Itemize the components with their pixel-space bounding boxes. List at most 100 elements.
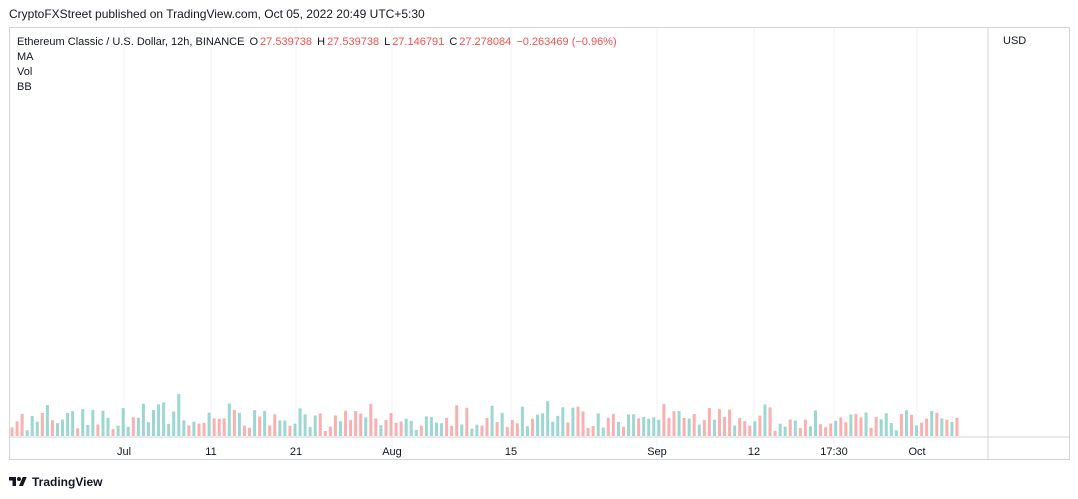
close-value: 27.278084 [459, 36, 512, 48]
volume-bar [354, 411, 358, 436]
volume-bar [667, 417, 671, 436]
time-tick-label: Jul [117, 446, 131, 458]
volume-bar [96, 424, 100, 436]
time-tick-label: Aug [382, 446, 402, 458]
volume-bar [389, 413, 393, 436]
volume-bar [318, 413, 322, 436]
time-tick-label: 17:30 [820, 446, 848, 458]
volume-bar [778, 423, 782, 436]
volume-bar [485, 417, 489, 436]
volume-bar [677, 411, 681, 436]
volume-bar [824, 427, 828, 436]
volume-bar [945, 419, 949, 436]
indicator-vol[interactable]: Vol [17, 66, 33, 78]
volume-bar [106, 417, 110, 436]
symbol-title[interactable]: Ethereum Classic / U.S. Dollar, 12h, BIN… [17, 36, 245, 48]
volume-bar [55, 423, 59, 436]
volume-bar [303, 414, 307, 436]
volume-bar [611, 413, 615, 436]
volume-bar [298, 408, 302, 436]
volume-bar [743, 421, 747, 436]
publisher-line: CryptoFXStreet published on TradingView.… [9, 7, 425, 21]
chart-frame[interactable] [9, 27, 1070, 460]
volume-bar [344, 410, 348, 436]
volume-bar [753, 421, 757, 436]
volume-bar [692, 413, 696, 436]
volume-bar [515, 423, 519, 436]
indicator-ma[interactable]: MA [17, 51, 34, 63]
volume-bar [222, 418, 226, 436]
volume-bar [682, 418, 686, 436]
volume-bar [864, 412, 868, 436]
volume-bar [490, 405, 494, 436]
volume-bar [116, 425, 120, 436]
volume-bar [157, 404, 161, 436]
time-tick-label: Oct [908, 446, 925, 458]
volume-bar [758, 415, 762, 436]
open-key: O [249, 36, 259, 48]
volume-bar [915, 425, 919, 436]
volume-bar [748, 425, 752, 436]
volume-bar [86, 424, 90, 436]
volume-bar [399, 421, 403, 436]
volume-bar [844, 422, 848, 436]
volume-bar [328, 426, 332, 436]
volume-bar [803, 419, 807, 436]
volume-bar [258, 416, 262, 436]
close-key: C [449, 36, 458, 48]
volume-bar [647, 418, 651, 436]
volume-bar [45, 405, 49, 436]
volume-bar [288, 425, 292, 436]
volume-bar [30, 415, 34, 436]
volume-bar [359, 413, 363, 436]
volume-bar [717, 409, 721, 436]
volume-bar [591, 426, 595, 436]
volume-bar [571, 407, 575, 436]
volume-bar [25, 430, 29, 436]
volume-bar [323, 431, 327, 436]
volume-bar [172, 411, 176, 436]
volume-bar [728, 409, 732, 436]
volume-bar [662, 403, 666, 436]
volume-bar [414, 429, 418, 436]
volume-bar [445, 417, 449, 436]
publisher-bar: CryptoFXStreet published on TradingView.… [0, 0, 1078, 26]
volume-bar [834, 420, 838, 436]
volume-bar [131, 417, 135, 436]
volume-bar [687, 418, 691, 436]
volume-bar [207, 412, 211, 436]
tradingview-branding[interactable]: TradingView [9, 473, 102, 491]
volume-bar [561, 407, 565, 436]
volume-bar [510, 419, 514, 436]
volume-bar [424, 416, 428, 436]
volume-bar [455, 405, 459, 436]
volume-bar [126, 426, 130, 436]
volume-bar [596, 413, 600, 436]
volume-bar [151, 409, 155, 436]
volume-bar [167, 423, 171, 436]
volume-bar [394, 422, 398, 436]
volume-bar [536, 414, 540, 436]
volume-bar [859, 417, 863, 436]
volume-bar [768, 407, 772, 436]
volume-bar [637, 418, 641, 436]
volume-bar [798, 428, 802, 436]
currency-label[interactable]: USD [1003, 35, 1027, 47]
volume-bar [450, 425, 454, 436]
volume-bar [894, 430, 898, 436]
volume-bar [884, 413, 888, 436]
volume-bar [920, 422, 924, 436]
volume-bar [253, 410, 257, 436]
low-key: L [384, 36, 391, 48]
indicator-bb[interactable]: BB [17, 81, 32, 93]
volume-bar [531, 418, 535, 436]
volume-bar [429, 417, 433, 436]
volume-bar [788, 419, 792, 436]
volume-bar [10, 427, 14, 436]
volume-bar [364, 417, 368, 436]
volume-bar [889, 423, 893, 436]
volume-bar [242, 425, 246, 436]
volume-bar [541, 413, 545, 436]
plot-area [10, 394, 959, 436]
